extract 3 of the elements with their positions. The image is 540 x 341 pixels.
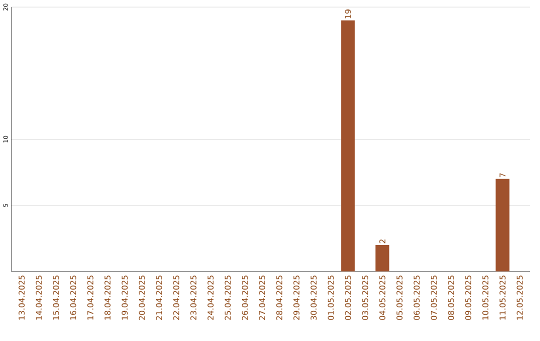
bar <box>496 178 510 272</box>
bar <box>341 20 355 272</box>
bar <box>375 244 390 272</box>
